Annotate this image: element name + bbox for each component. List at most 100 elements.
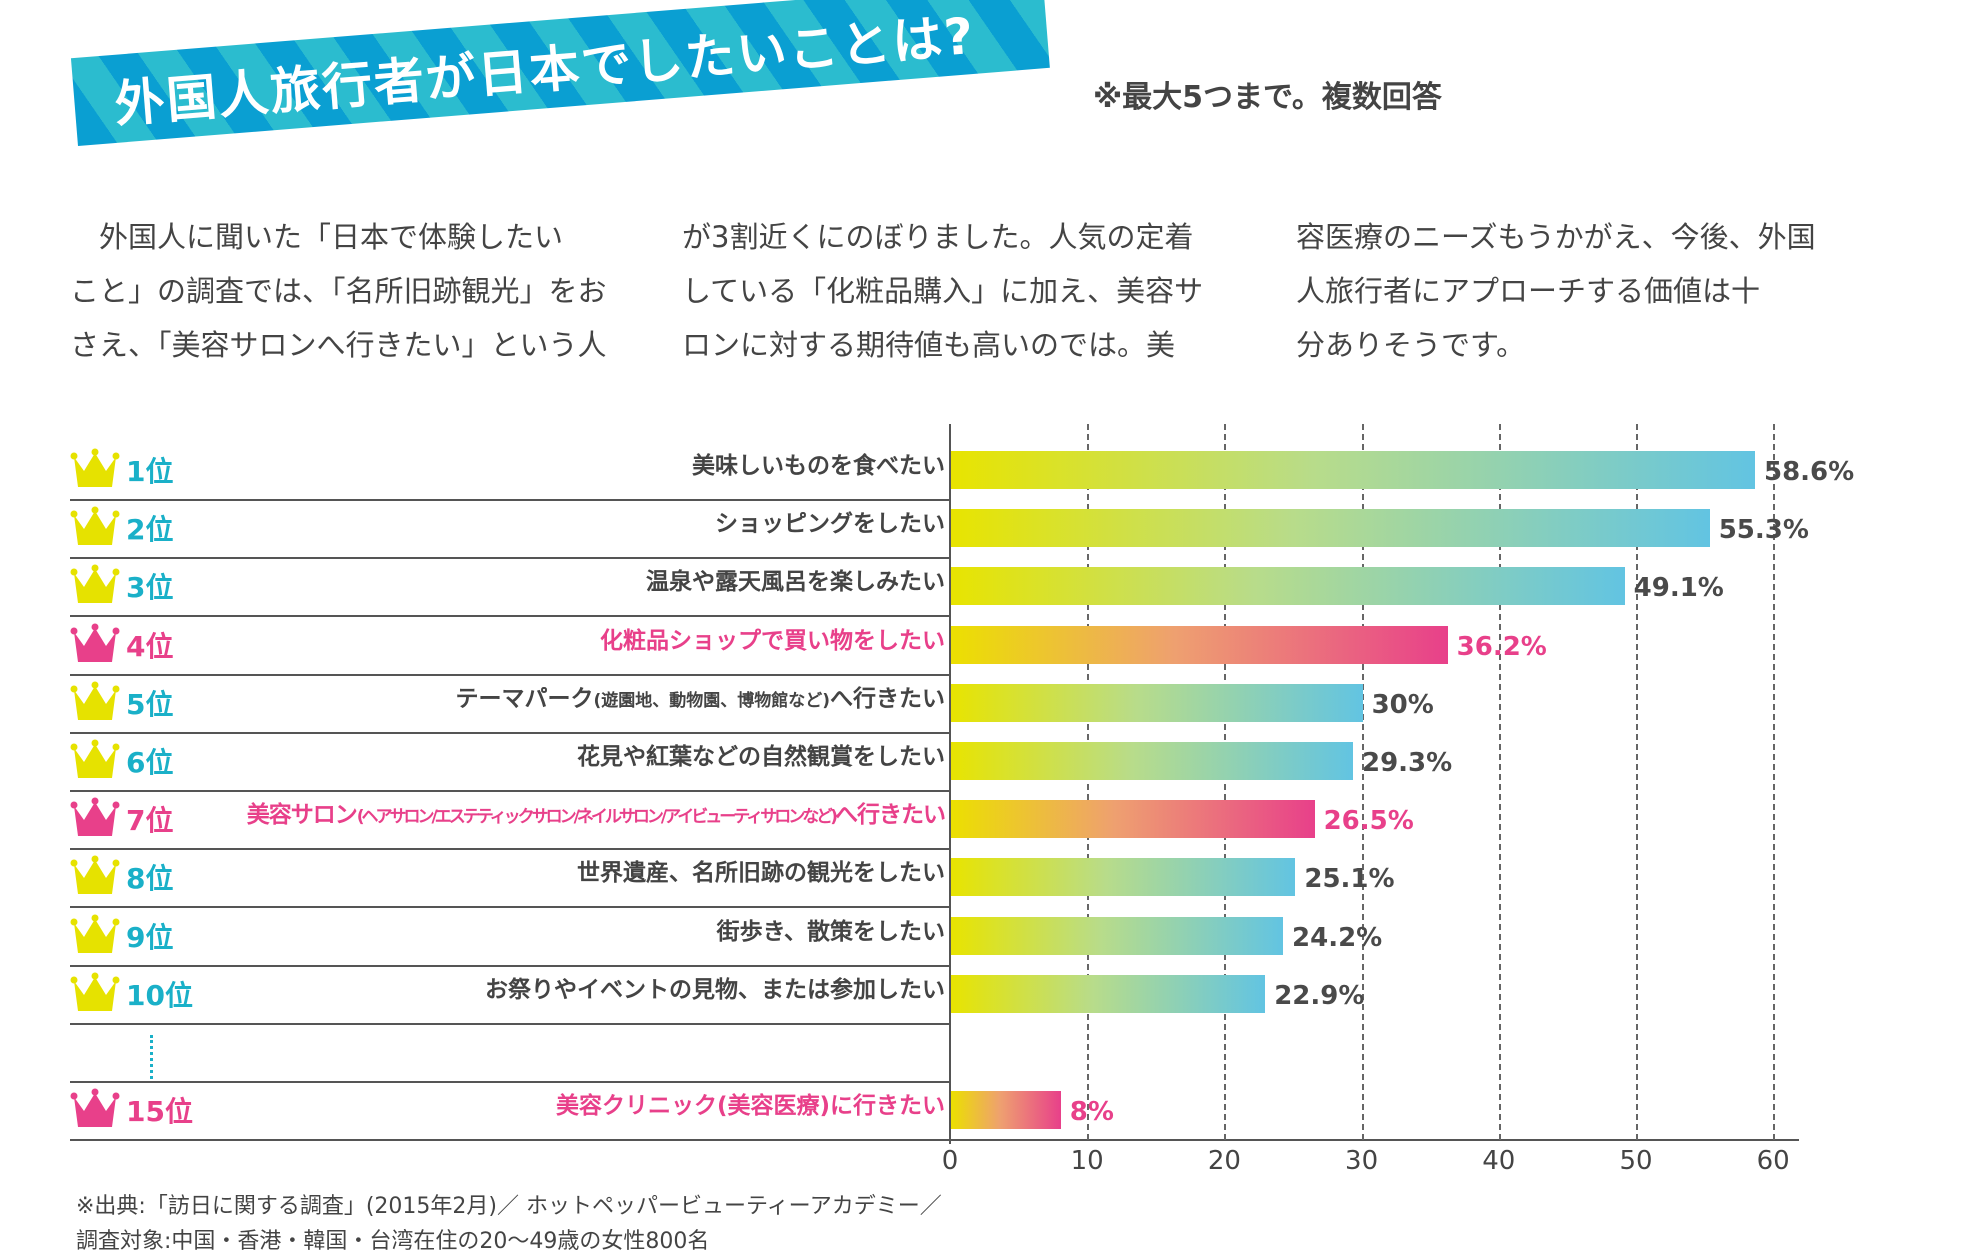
intro-line: 容医療のニーズもうかがえ、今後、外国	[1296, 220, 1816, 254]
bar	[951, 567, 1625, 606]
value-label: 49.1%	[1633, 573, 1724, 604]
bar	[951, 625, 1448, 664]
category-label: お祭りやイベントの見物、または参加したい	[485, 961, 945, 1019]
category-label: 街歩き、散策をしたい	[717, 903, 945, 961]
category-tail: へ行きたい	[830, 685, 945, 712]
bar	[951, 451, 1755, 489]
crown-icon	[70, 971, 120, 1017]
value-label: 25.1%	[1304, 864, 1395, 895]
category-main: 美容サロン	[246, 802, 358, 829]
row-divider	[70, 1022, 950, 1025]
rank-badge: 7位	[70, 790, 173, 848]
rank-label: 10位	[126, 978, 193, 1012]
category-label: 美味しいものを食べたい	[692, 437, 945, 495]
intro-column: 外国人に聞いた「日本で体験したいこと」の調査では、「名所旧跡観光」をお さえ、「美…	[70, 210, 607, 372]
value-label: 24.2%	[1292, 922, 1383, 953]
rank-label: 5位	[126, 687, 174, 721]
survey-target-note: 調査対象:中国・香港・韓国・台湾在住の20〜49歳の女性800名	[76, 1229, 710, 1254]
row-divider	[70, 790, 950, 792]
value-label: 55.3%	[1718, 515, 1809, 546]
row-divider	[70, 1081, 950, 1083]
category-label: ショッピングをしたい	[715, 495, 945, 553]
category-main: 街歩き、散策をしたい	[716, 918, 945, 945]
bar	[951, 742, 1353, 780]
category-label: 化粧品ショップで買い物をしたい	[600, 612, 945, 670]
rank-badge: 15位	[70, 1081, 193, 1139]
rank-label: 4位	[126, 629, 174, 663]
row-divider	[70, 615, 950, 618]
category-main: 美味しいものを食べたい	[692, 453, 945, 479]
category-main: テーマパーク	[455, 685, 594, 712]
rank-badge: 5位	[70, 674, 173, 732]
crown-icon	[70, 796, 120, 842]
intro-line: こと」の調査では、「名所旧跡観光」をお	[70, 274, 607, 308]
gridline	[1498, 424, 1501, 1140]
intro-line: 外国人に聞いた「日本で体験したい	[70, 220, 564, 254]
crown-icon	[70, 1087, 120, 1133]
page-title: 外国人旅行者が日本でしたいことは?	[112, 6, 978, 134]
value-label: 26.5%	[1323, 806, 1414, 837]
rank-label: 9位	[126, 920, 174, 954]
rank-badge: 10位	[70, 965, 193, 1023]
category-main: お祭りやイベントの見物、または参加したい	[485, 976, 945, 1003]
value-label: 30%	[1371, 689, 1434, 720]
category-label: 美容サロン(ヘアサロン/エステティックサロン/ネイルサロン/アイビューティサロン…	[246, 786, 946, 844]
intro-line: さえ、「美容サロンへ行きたい」という人	[70, 328, 607, 362]
intro-line: ロンに対する期待値も高いのでは。美	[682, 328, 1176, 362]
bar	[951, 800, 1315, 839]
category-tail: へ行きたい	[835, 802, 946, 829]
crown-icon	[70, 738, 120, 784]
x-tick-label: 50	[1619, 1146, 1653, 1176]
x-tick-label: 0	[941, 1146, 959, 1176]
y-axis-line	[949, 424, 951, 1144]
title-banner: 外国人旅行者が日本でしたいことは?	[70, 0, 1050, 146]
rank-badge: 6位	[70, 732, 173, 790]
category-label: テーマパーク(遊園地、動物園、博物館など)へ行きたい	[455, 670, 945, 728]
row-divider	[70, 964, 950, 967]
row-divider	[70, 906, 950, 909]
x-tick-label: 40	[1482, 1146, 1516, 1176]
x-tick-label: 60	[1756, 1146, 1790, 1176]
intro-line: が3割近くにのぼりました。人気の定着	[682, 220, 1194, 254]
row-divider	[70, 499, 950, 501]
intro-line: 人旅行者にアプローチする価値は十	[1296, 274, 1761, 308]
crown-icon	[70, 563, 120, 609]
value-label: 36.2%	[1456, 631, 1547, 662]
rank-badge: 1位	[70, 441, 173, 499]
x-tick-label: 10	[1070, 1146, 1104, 1176]
intro-column: が3割近くにのぼりました。人気の定着 している「化粧品購入」に加え、美容サ ロンに対…	[682, 210, 1203, 372]
category-sublabel: (ヘアサロン/エステティックサロン/ネイルサロン/アイビューティサロンなど)	[356, 807, 838, 828]
crown-icon	[70, 854, 120, 900]
category-main: ショッピングをしたい	[715, 511, 945, 538]
category-main: 花見や紅葉などの自然観賞をしたい	[577, 744, 945, 770]
category-main: 世界遺産、名所旧跡の観光をしたい	[577, 860, 945, 887]
gridline	[1361, 424, 1364, 1140]
value-label: 22.9%	[1274, 980, 1365, 1011]
rank-badge: 9位	[70, 907, 173, 965]
rank-label: 8位	[126, 862, 174, 896]
source-note: ※出典:「訪日に関する調査」(2015年2月)／ ホットペッパービューティーアカ…	[76, 1194, 942, 1219]
bar	[951, 1091, 1061, 1130]
value-label: 58.6%	[1763, 457, 1855, 487]
category-main: 化粧品ショップで買い物をしたい	[600, 627, 945, 654]
crown-icon	[70, 680, 120, 726]
gridline	[1773, 424, 1776, 1140]
rank-label: 3位	[126, 571, 174, 605]
bar	[951, 916, 1284, 955]
row-divider	[70, 1139, 950, 1142]
bar	[951, 974, 1266, 1013]
x-axis-line	[949, 1139, 1799, 1141]
gridline	[1636, 424, 1638, 1140]
crown-icon	[70, 622, 120, 668]
category-label: 温泉や露天風呂を楽しみたい	[646, 553, 945, 611]
row-divider	[70, 557, 950, 560]
intro-column: 容医療のニーズもうかがえ、今後、外国 人旅行者にアプローチする価値は十 分ありそうで…	[1296, 210, 1816, 372]
bar	[951, 683, 1363, 722]
bar	[951, 509, 1710, 548]
row-divider	[70, 673, 950, 676]
bar	[951, 858, 1296, 897]
rank-label: 15位	[126, 1095, 193, 1129]
rank-label: 6位	[126, 746, 174, 779]
x-tick-label: 30	[1345, 1146, 1379, 1176]
category-label: 世界遺産、名所旧跡の観光をしたい	[577, 844, 945, 902]
